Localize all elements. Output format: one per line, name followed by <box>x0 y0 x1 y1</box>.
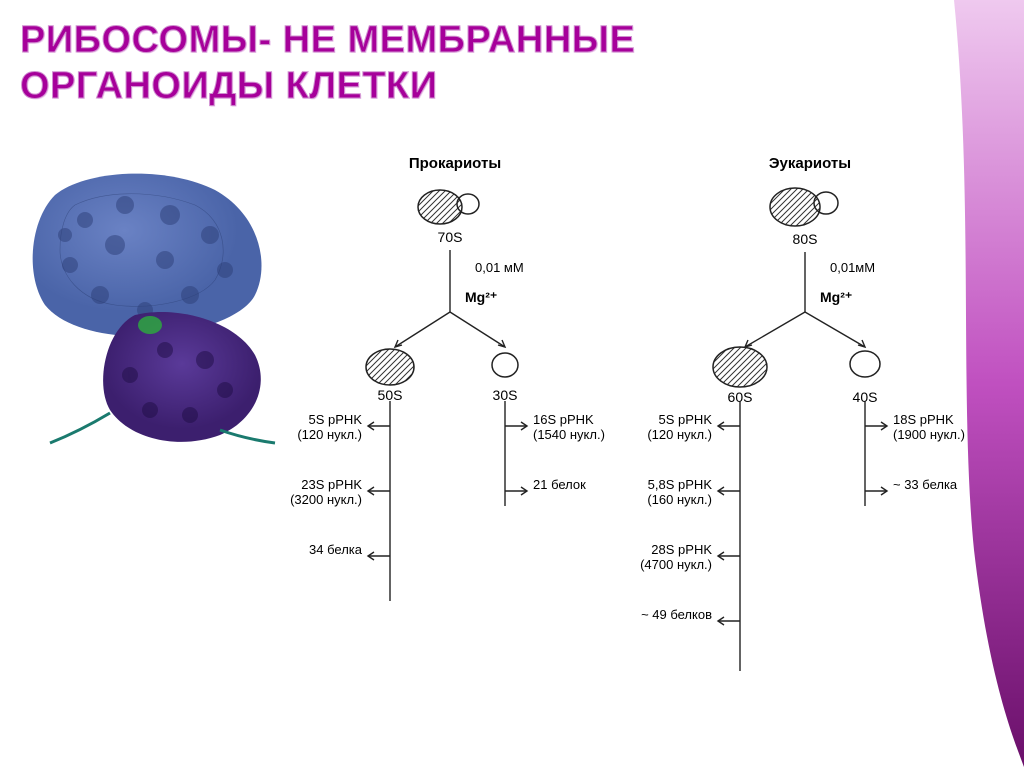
page-title: Рибосомы- не мембранные органоиды клетки <box>20 18 635 109</box>
svg-text:(160 нукл.): (160 нукл.) <box>647 492 712 507</box>
euk-cond1: 0,01мМ <box>830 260 875 275</box>
svg-text:16S pPHK: 16S pPHK <box>533 412 594 427</box>
pro-cond2: Mg²⁺ <box>465 289 497 305</box>
svg-text:28S pPHK: 28S pPHK <box>651 542 712 557</box>
title-line2: органоиды клетки <box>20 64 635 110</box>
eukaryote-heading: Эукариоты <box>640 155 980 172</box>
euk-cond2: Mg²⁺ <box>820 289 852 305</box>
pro-cond1: 0,01 мМ <box>475 260 524 275</box>
eukaryote-diagram: Эукариоты 80S 0,01мМ Mg²⁺ 60S 40S <box>640 155 980 736</box>
pro-top-label: 70S <box>438 229 463 245</box>
svg-text:5S pPHK: 5S pPHK <box>659 412 713 427</box>
svg-text:(3200 нукл.): (3200 нукл.) <box>290 492 362 507</box>
svg-text:23S pPHK: 23S pPHK <box>301 477 362 492</box>
prokaryote-tree: 70S 0,01 мМ Mg²⁺ 50S 30S <box>290 172 620 402</box>
svg-text:(1540 нукл.): (1540 нукл.) <box>533 427 605 442</box>
svg-text:~ 49 белков: ~ 49 белков <box>641 607 712 622</box>
eukaryote-components: 5S pPHK(120 нукл.) 5,8S pPHK(160 нукл.) 28… <box>640 401 980 731</box>
title-line1: Рибосомы- не мембранные <box>20 18 635 64</box>
svg-text:~ 33 белка: ~ 33 белка <box>893 477 958 492</box>
ribosome-3d-image <box>15 165 285 445</box>
prokaryote-heading: Прокариоты <box>290 155 620 172</box>
slide-root: Рибосомы- не мембранные органоиды клетки <box>0 0 1024 767</box>
svg-text:(120 нукл.): (120 нукл.) <box>647 427 712 442</box>
svg-text:(4700 нукл.): (4700 нукл.) <box>640 557 712 572</box>
svg-text:5S pPHK: 5S pPHK <box>309 412 363 427</box>
svg-text:(120 нукл.): (120 нукл.) <box>297 427 362 442</box>
svg-text:(1900 нукл.): (1900 нукл.) <box>893 427 965 442</box>
svg-text:18S pPHK: 18S pPHK <box>893 412 954 427</box>
eukaryote-tree: 80S 0,01мМ Mg²⁺ 60S 40S <box>640 172 980 402</box>
pro-left-sub: 50S <box>378 387 403 402</box>
euk-top-label: 80S <box>793 231 818 247</box>
diagrams-area: Прокариоты 70S 0,01 мМ Mg²⁺ <box>290 155 990 735</box>
prokaryote-components: 5S pPHK(120 нукл.) 23S pPHK(3200 нукл.) 34… <box>290 401 620 671</box>
pro-right-sub: 30S <box>493 387 518 402</box>
svg-text:34 белка: 34 белка <box>309 542 363 557</box>
prokaryote-diagram: Прокариоты 70S 0,01 мМ Mg²⁺ <box>290 155 620 676</box>
svg-text:21 белок: 21 белок <box>533 477 586 492</box>
svg-text:5,8S pPHK: 5,8S pPHK <box>648 477 713 492</box>
